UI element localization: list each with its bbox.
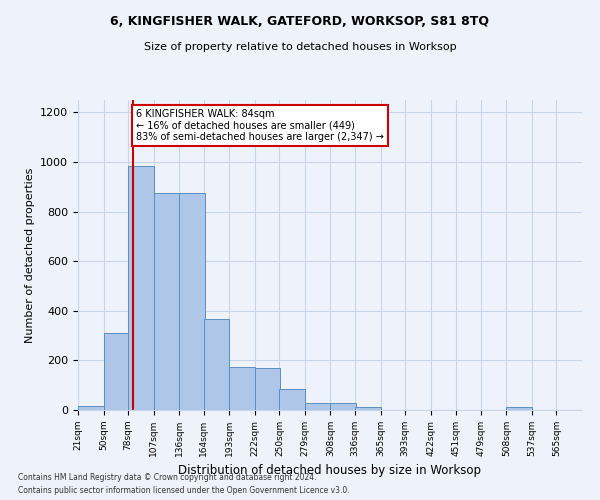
Text: Size of property relative to detached houses in Worksop: Size of property relative to detached ho… — [143, 42, 457, 52]
Bar — [179, 193, 205, 410]
Text: Contains public sector information licensed under the Open Government Licence v3: Contains public sector information licen… — [18, 486, 350, 495]
Bar — [78, 406, 104, 410]
Bar — [305, 402, 331, 410]
Bar — [255, 368, 280, 410]
Text: Contains HM Land Registry data © Crown copyright and database right 2024.: Contains HM Land Registry data © Crown c… — [18, 474, 317, 482]
Bar — [128, 166, 154, 410]
Bar — [280, 389, 305, 410]
Bar — [229, 366, 255, 410]
Y-axis label: Number of detached properties: Number of detached properties — [25, 168, 35, 342]
Bar — [104, 333, 129, 410]
Text: 6 KINGFISHER WALK: 84sqm
← 16% of detached houses are smaller (449)
83% of semi-: 6 KINGFISHER WALK: 84sqm ← 16% of detach… — [136, 108, 384, 142]
Bar — [154, 193, 179, 410]
Bar — [331, 402, 356, 410]
Text: 6, KINGFISHER WALK, GATEFORD, WORKSOP, S81 8TQ: 6, KINGFISHER WALK, GATEFORD, WORKSOP, S… — [110, 15, 490, 28]
Bar — [506, 407, 532, 410]
Bar — [355, 407, 380, 410]
X-axis label: Distribution of detached houses by size in Worksop: Distribution of detached houses by size … — [179, 464, 482, 477]
Bar — [204, 320, 229, 410]
